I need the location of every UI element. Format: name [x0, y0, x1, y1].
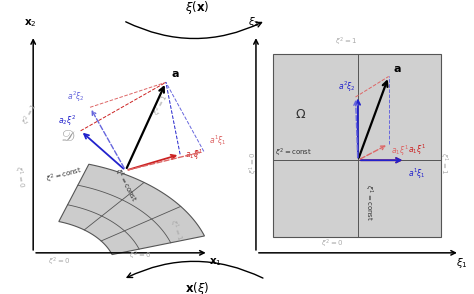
- Text: $\xi_2$: $\xi_2$: [248, 15, 259, 29]
- Text: $a^1\xi_1$: $a^1\xi_1$: [209, 134, 227, 148]
- Text: $\mathscr{D}$: $\mathscr{D}$: [62, 129, 76, 144]
- Text: $\xi^2=0$: $\xi^2=0$: [48, 256, 71, 268]
- Text: $a_1\xi^1$: $a_1\xi^1$: [408, 143, 426, 157]
- Text: $\xi^1=1$: $\xi^1=1$: [166, 218, 185, 243]
- Text: $\xi^1=\mathrm{const}$: $\xi^1=\mathrm{const}$: [362, 184, 374, 221]
- Text: $a^1\xi_1$: $a^1\xi_1$: [408, 166, 426, 181]
- Text: $\mathbf{x}_2$: $\mathbf{x}_2$: [25, 18, 37, 29]
- Text: $a^2\xi_2$: $a^2\xi_2$: [67, 90, 85, 104]
- Text: $\xi^2=1$: $\xi^2=1$: [20, 102, 41, 127]
- Text: $a_2\xi^2$: $a_2\xi^2$: [58, 113, 76, 128]
- Text: $\xi_1$: $\xi_1$: [456, 256, 468, 270]
- Text: $\xi^2=1$: $\xi^2=1$: [151, 93, 172, 118]
- Text: $\Omega$: $\Omega$: [295, 108, 307, 121]
- Text: $\xi^1=1$: $\xi^1=1$: [437, 152, 449, 174]
- Text: $\xi^1=0$: $\xi^1=0$: [11, 165, 27, 189]
- Text: $\mathbf{x}(\xi)$: $\mathbf{x}(\xi)$: [184, 280, 209, 294]
- Text: $\mathbf{x}_1$: $\mathbf{x}_1$: [210, 256, 222, 268]
- Text: $a^2\xi_2$: $a^2\xi_2$: [337, 80, 356, 94]
- Text: $\xi^1=0$: $\xi^1=0$: [247, 152, 260, 174]
- Text: $\xi^2=0$: $\xi^2=0$: [320, 238, 343, 250]
- Polygon shape: [59, 164, 204, 255]
- Text: $a_1\xi^1$: $a_1\xi^1$: [391, 144, 409, 158]
- Text: $a_1\xi^1$: $a_1\xi^1$: [185, 147, 203, 161]
- Text: $\xi^2=\mathrm{const}$: $\xi^2=\mathrm{const}$: [275, 147, 312, 159]
- Text: $\xi(\mathbf{x})$: $\xi(\mathbf{x})$: [184, 0, 209, 16]
- Text: $\mathbf{a}$: $\mathbf{a}$: [171, 69, 179, 79]
- Bar: [273, 54, 441, 237]
- Text: $\mathbf{a}$: $\mathbf{a}$: [393, 64, 402, 74]
- Text: $\xi^2=1$: $\xi^2=1$: [335, 35, 357, 48]
- Text: $\xi^2=0$: $\xi^2=0$: [128, 250, 151, 262]
- Text: $\xi^2=\mathrm{const}$: $\xi^2=\mathrm{const}$: [45, 164, 83, 186]
- Bar: [273, 54, 441, 237]
- Text: $\xi^1=\mathrm{const}$: $\xi^1=\mathrm{const}$: [111, 166, 140, 205]
